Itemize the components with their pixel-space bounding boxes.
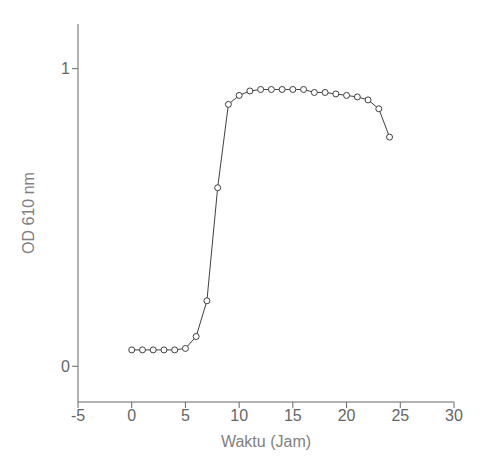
svg-text:30: 30 [445, 407, 463, 424]
svg-text:OD 610 nm: OD 610 nm [20, 172, 37, 254]
svg-text:25: 25 [391, 407, 409, 424]
svg-text:10: 10 [230, 407, 248, 424]
svg-text:0: 0 [127, 407, 136, 424]
svg-text:-5: -5 [71, 407, 85, 424]
svg-text:15: 15 [284, 407, 302, 424]
svg-text:5: 5 [181, 407, 190, 424]
svg-text:Waktu (Jam): Waktu (Jam) [221, 433, 311, 450]
svg-text:1: 1 [61, 60, 70, 77]
svg-text:20: 20 [338, 407, 356, 424]
svg-text:0: 0 [61, 358, 70, 375]
